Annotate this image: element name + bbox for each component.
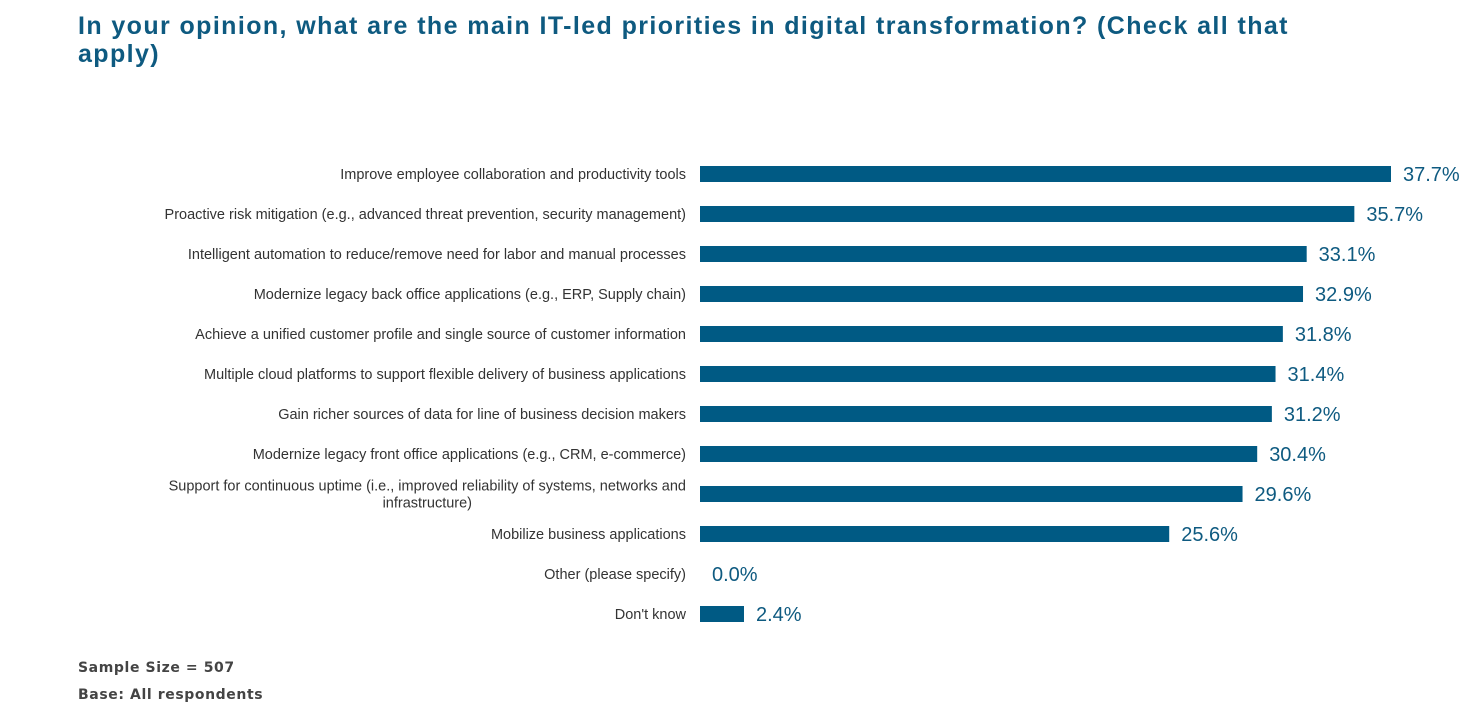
category-label: Modernize legacy back office application…: [254, 287, 686, 303]
value-label: 2.4%: [756, 604, 802, 626]
category-label: Gain richer sources of data for line of …: [278, 407, 686, 423]
sample-size-note: Sample Size = 507: [78, 660, 235, 676]
category-label: Support for continuous uptime (i.e., imp…: [169, 479, 686, 512]
category-label: Modernize legacy front office applicatio…: [253, 447, 686, 463]
value-label: 31.8%: [1295, 324, 1352, 346]
chart-title: In your opinion, what are the main IT-le…: [78, 12, 1289, 68]
base-note: Base: All respondents: [78, 687, 264, 703]
category-label-line: infrastructure): [383, 496, 472, 512]
category-label: Improve employee collaboration and produ…: [340, 167, 686, 183]
category-label: Achieve a unified customer profile and s…: [195, 327, 686, 343]
value-label: 29.6%: [1255, 484, 1312, 506]
category-label: Other (please specify): [544, 567, 686, 583]
value-label: 37.7%: [1403, 164, 1460, 186]
value-label: 33.1%: [1319, 244, 1376, 266]
value-label: 0.0%: [712, 564, 758, 586]
value-label: 31.2%: [1284, 404, 1341, 426]
bar: [700, 406, 1272, 422]
value-label: 35.7%: [1366, 204, 1423, 226]
category-label: Don't know: [615, 607, 687, 623]
bars-layer: Improve employee collaboration and produ…: [165, 164, 1460, 626]
category-label-line: Support for continuous uptime (i.e., imp…: [169, 479, 686, 495]
bar: [700, 526, 1170, 542]
bar: [700, 206, 1355, 222]
value-label: 25.6%: [1181, 524, 1238, 546]
category-label: Multiple cloud platforms to support flex…: [204, 367, 686, 383]
bar: [700, 486, 1243, 502]
value-label: 30.4%: [1269, 444, 1326, 466]
category-label: Mobilize business applications: [491, 527, 686, 543]
value-label: 32.9%: [1315, 284, 1372, 306]
bar: [700, 166, 1391, 182]
bar: [700, 286, 1304, 302]
bar: [700, 326, 1283, 342]
category-label: Proactive risk mitigation (e.g., advance…: [165, 207, 686, 223]
bar: [700, 606, 744, 622]
bar: [700, 446, 1258, 462]
bar: [700, 246, 1307, 262]
category-label: Intelligent automation to reduce/remove …: [188, 247, 686, 263]
value-label: 31.4%: [1288, 364, 1345, 386]
bar: [700, 366, 1276, 382]
